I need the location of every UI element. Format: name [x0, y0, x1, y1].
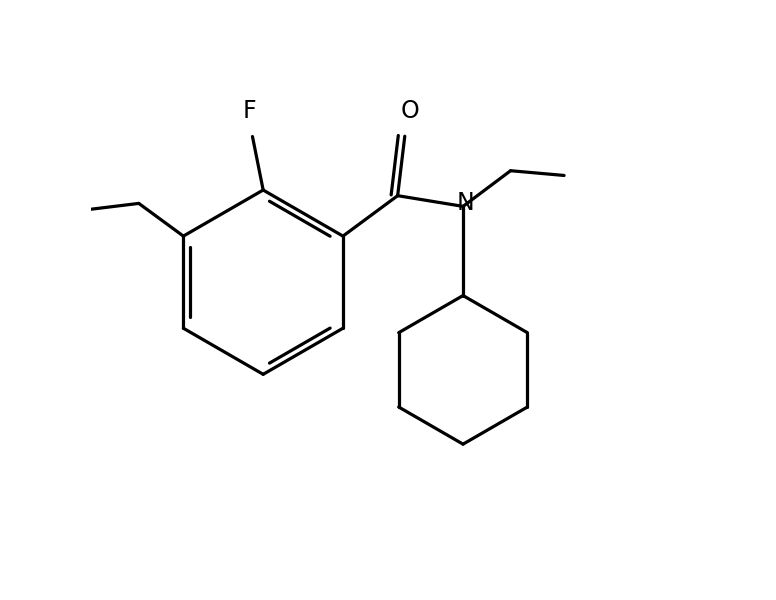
Text: N: N — [456, 191, 474, 215]
Text: F: F — [243, 100, 256, 124]
Text: O: O — [400, 99, 419, 123]
